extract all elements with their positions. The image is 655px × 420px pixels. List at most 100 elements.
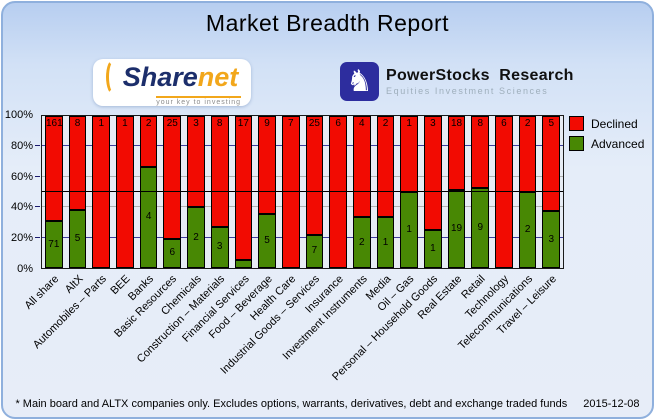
segment-declined: 1 [116, 116, 134, 268]
advanced-value-label: 3 [548, 233, 555, 245]
legend-swatch-declined [569, 116, 584, 131]
legend-swatch-advanced [569, 136, 584, 151]
y-tick-label-0: 0% [17, 263, 33, 275]
legend-label-declined: Declined [591, 116, 638, 131]
segment-declined: 5 [542, 116, 561, 211]
advanced-value-label: 2 [524, 224, 531, 235]
declined-value-label: 5 [548, 118, 555, 129]
segment-declined: 25 [305, 116, 324, 235]
segment-declined: 161 [45, 116, 63, 222]
segment-advanced: 1 [376, 217, 395, 268]
segment-declined: 6 [329, 116, 347, 268]
gridline-60 [42, 175, 563, 177]
segment-declined: 8 [68, 116, 87, 210]
declined-value-label: 3 [430, 118, 436, 129]
segment-declined: 1 [400, 116, 418, 192]
segment-declined: 2 [376, 116, 395, 218]
segment-declined: 3 [187, 116, 205, 208]
segment-declined: 25 [163, 116, 182, 239]
sharenet-swoosh-icon [105, 59, 121, 95]
y-tick-label-80: 80% [10, 139, 33, 152]
segment-declined: 2 [518, 116, 537, 192]
segment-declined: 3 [424, 116, 442, 230]
advanced-value-label: 7 [311, 245, 318, 257]
segment-advanced: 71 [45, 221, 63, 268]
knight-chess-icon: ♞ [340, 62, 379, 101]
advanced-value-label: 71 [48, 238, 60, 250]
segment-advanced: 3 [542, 211, 561, 268]
powerstocks-name: PowerStocks Research [386, 67, 574, 84]
declined-value-label: 8 [74, 118, 81, 129]
y-tick-mark-60 [35, 175, 40, 177]
gridline-20 [42, 236, 563, 238]
declined-value-label: 8 [216, 118, 223, 129]
sharenet-word-net: net [197, 61, 239, 92]
advanced-value-label: 6 [169, 247, 176, 259]
segment-declined: 4 [352, 116, 371, 218]
declined-value-label: 161 [46, 118, 63, 129]
declined-value-label: 2 [382, 118, 389, 129]
declined-value-label: 7 [287, 118, 294, 129]
advanced-value-label: 5 [74, 232, 81, 244]
advanced-value-label: 19 [450, 222, 463, 234]
segment-declined: 8 [471, 116, 490, 188]
y-tick-label-40: 40% [10, 201, 33, 214]
bar-automobiles-parts: 1 [92, 116, 111, 268]
chart-legend: Declined Advanced [569, 116, 644, 151]
y-tick-mark-40 [35, 206, 40, 208]
page-title: Market Breadth Report [205, 10, 450, 36]
segment-advanced: 2 [518, 192, 537, 268]
sharenet-wordmark: Share net [105, 59, 239, 95]
y-tick-label-100: 100% [4, 109, 33, 121]
x-label-all-share: All share [22, 273, 62, 312]
bar-industrial-goods-services: 25 7 [305, 116, 324, 268]
footer-date: 2015-12-08 [583, 398, 640, 410]
bar-financial-services: 17 [234, 116, 253, 268]
bar-technology: 6 [495, 116, 513, 268]
segment-advanced: 2 [352, 217, 371, 268]
advanced-value-label: 1 [406, 224, 412, 235]
advanced-value-label: 3 [216, 241, 223, 253]
segment-declined: 7 [281, 116, 300, 268]
segment-declined: 17 [234, 116, 253, 260]
segment-advanced: 2 [187, 207, 205, 268]
legend-label-advanced: Advanced [591, 136, 645, 151]
declined-value-label: 6 [335, 118, 341, 129]
segment-advanced: 1 [400, 192, 418, 268]
bar-basic-resources: 25 6 [163, 116, 182, 268]
gridline-80 [42, 145, 563, 147]
advanced-value-label: 2 [193, 231, 199, 243]
segment-declined: 1 [92, 116, 111, 268]
bar-insurance: 6 [329, 116, 347, 268]
powerstocks-subtitle: Equities Investment Sciences [386, 86, 549, 96]
declined-value-label: 2 [524, 118, 531, 129]
segment-declined: 2 [139, 116, 158, 167]
segment-advanced: 6 [163, 238, 182, 268]
sharenet-word-share: Share [122, 61, 198, 92]
declined-value-label: 17 [237, 118, 249, 129]
segment-advanced: 5 [258, 213, 276, 268]
segment-advanced: 1 [424, 230, 442, 268]
powerstocks-text: PowerStocks Research Equities Investment… [386, 67, 574, 96]
segment-advanced: 9 [471, 187, 490, 268]
declined-value-label: 3 [193, 118, 199, 129]
declined-value-label: 9 [264, 118, 270, 129]
advanced-value-label: 5 [264, 234, 270, 246]
y-tick-label-60: 60% [10, 170, 33, 183]
declined-value-label: 1 [122, 118, 128, 129]
x-axis-labels: All share AltX Automobiles – Parts BEE Banks… [23, 270, 562, 388]
advanced-value-label: 4 [145, 211, 152, 223]
advanced-value-label: 9 [477, 221, 483, 233]
reference-line-50pct [42, 191, 563, 192]
legend-item-advanced: Advanced [569, 136, 644, 151]
segment-advanced: 3 [210, 226, 229, 268]
